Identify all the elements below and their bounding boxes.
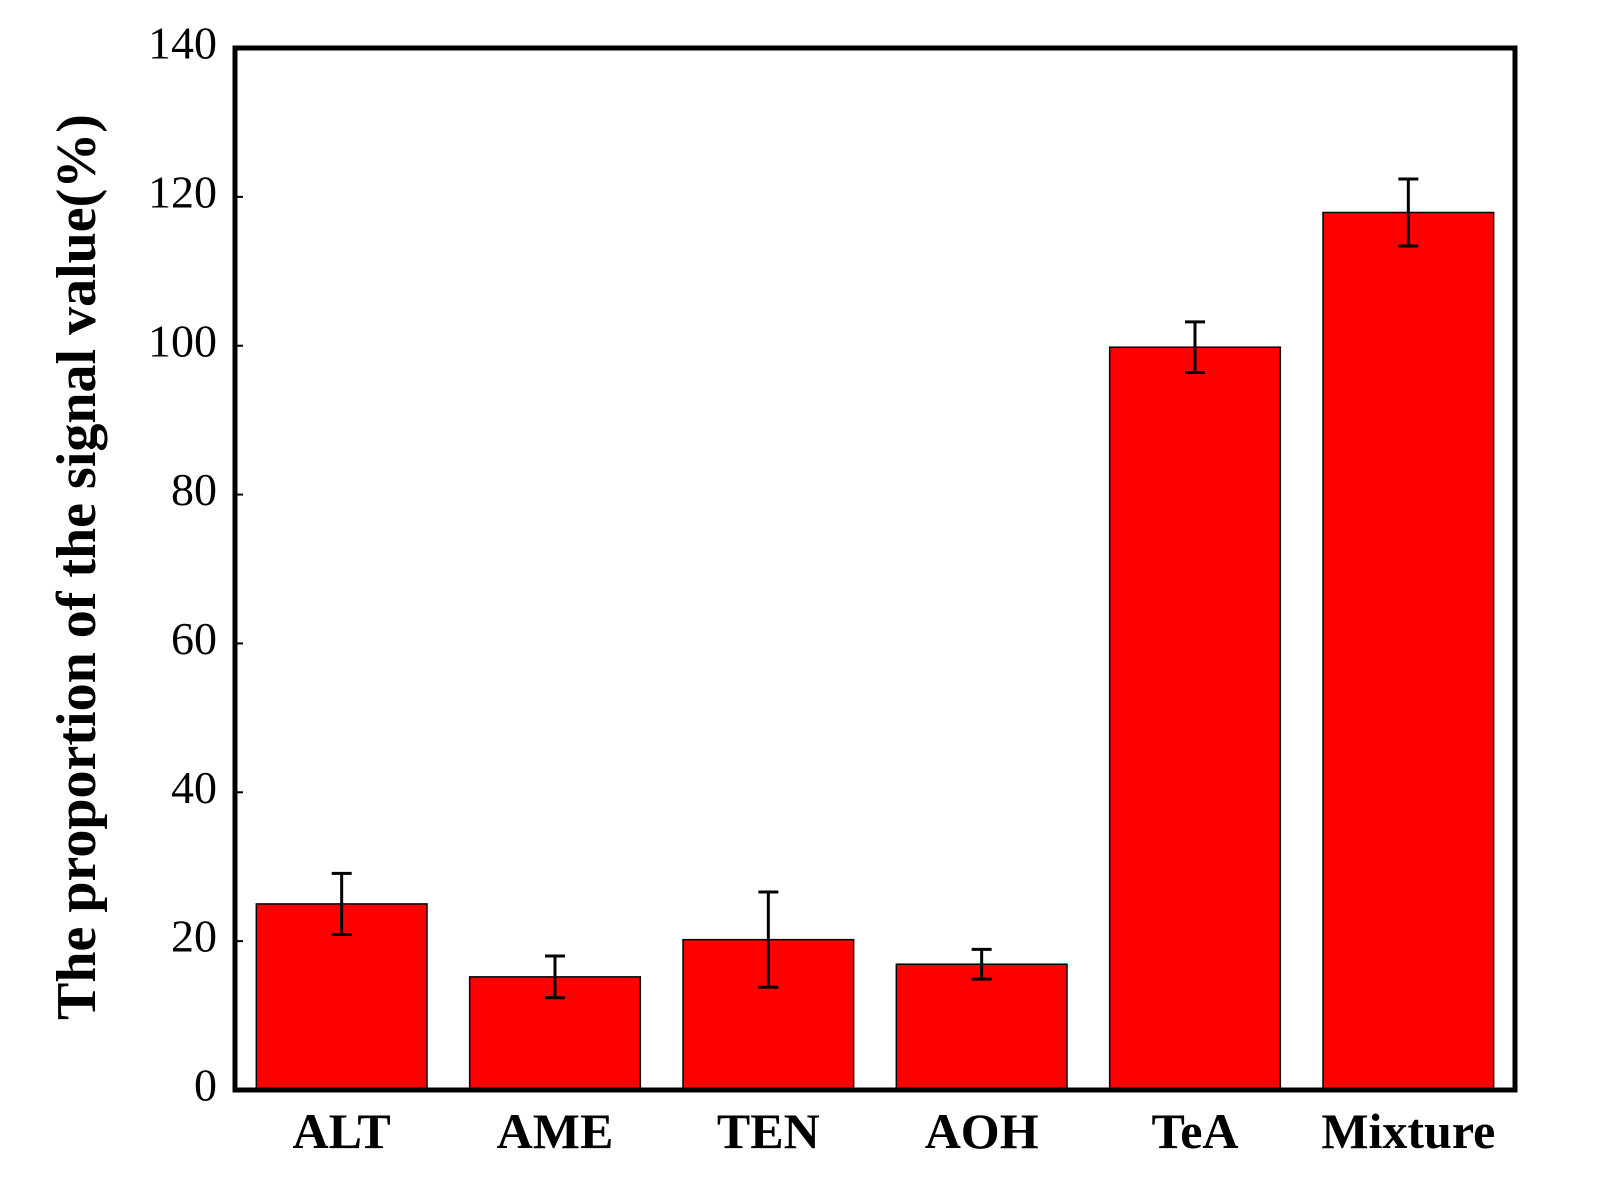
y-tick-label: 0 — [194, 1060, 217, 1111]
y-tick-label: 60 — [171, 613, 217, 664]
error-bar — [1398, 177, 1419, 248]
error-bar — [971, 947, 992, 981]
error-bar — [758, 890, 779, 989]
y-tick-label: 20 — [171, 911, 217, 962]
y-tick-label: 40 — [171, 762, 217, 813]
bar — [1322, 211, 1495, 1091]
y-tick-label: 120 — [148, 166, 217, 217]
x-tick-label: AME — [497, 1103, 614, 1159]
error-bar — [331, 871, 352, 936]
x-tick-label: AOH — [925, 1103, 1039, 1159]
bar — [895, 963, 1068, 1091]
y-axis-label: The proportion of the signal value(%) — [46, 114, 108, 1020]
y-tick-label: 100 — [148, 315, 217, 366]
error-bar — [545, 954, 565, 1000]
x-tick-label: Mixture — [1321, 1103, 1495, 1159]
bar — [1108, 346, 1282, 1091]
x-tick-label: ALT — [293, 1103, 391, 1159]
y-tick-label: 80 — [171, 464, 217, 515]
x-tick-label: TEN — [717, 1103, 820, 1159]
plot-frame — [232, 45, 1518, 1093]
error-bar — [1185, 320, 1205, 375]
x-tick-label: TeA — [1151, 1103, 1238, 1159]
y-tick-label: 140 — [148, 18, 217, 69]
